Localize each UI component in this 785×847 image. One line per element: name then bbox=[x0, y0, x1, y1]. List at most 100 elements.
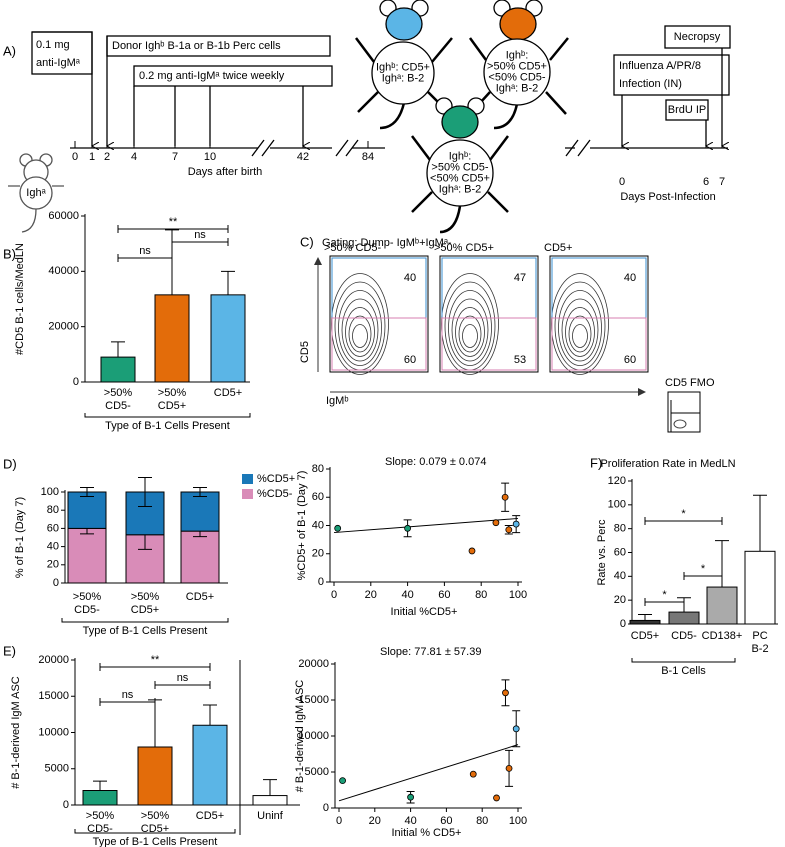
point bbox=[407, 793, 415, 801]
x-tick-label: 80 bbox=[476, 815, 488, 827]
contour bbox=[348, 315, 372, 353]
point bbox=[469, 770, 477, 778]
legend-label: %CD5- bbox=[257, 488, 293, 500]
day-label: 0 bbox=[619, 176, 625, 188]
bar bbox=[668, 611, 700, 625]
y-tick-label: 20000 bbox=[48, 321, 79, 333]
x-tick-label: >50% bbox=[86, 810, 115, 822]
significance-label: * bbox=[681, 508, 686, 520]
axis-title: Days after birth bbox=[188, 166, 263, 178]
sample-label: >50% CD5+ bbox=[434, 242, 494, 254]
mice bbox=[8, 0, 569, 234]
x-axis-title: Initial %CD5+ bbox=[391, 606, 458, 618]
mouse-orange bbox=[468, 0, 569, 130]
x-tick-label: B-2 bbox=[751, 643, 768, 655]
bar-segment bbox=[67, 527, 107, 584]
mouse-label: Ighᵃ bbox=[26, 187, 46, 199]
significance-bracket bbox=[117, 225, 229, 233]
x-axis-title: Type of B-1 Cells Present bbox=[105, 420, 230, 432]
x-tick-label: 100 bbox=[509, 589, 527, 601]
axis-title: Days Post-Infection bbox=[620, 191, 715, 203]
event-text: anti-IgMᵃ bbox=[36, 57, 81, 69]
bar bbox=[629, 619, 661, 625]
mouse-label: Ighᵇ: CD5+ bbox=[376, 61, 430, 73]
point bbox=[505, 526, 513, 534]
contour bbox=[458, 315, 482, 353]
y-tick-label: 40 bbox=[312, 519, 324, 531]
flow-plot bbox=[549, 255, 649, 373]
x-tick-label: >50% bbox=[158, 387, 187, 399]
bar-segment bbox=[67, 491, 107, 529]
gate-lower bbox=[441, 317, 537, 371]
point bbox=[334, 524, 342, 532]
contour bbox=[448, 290, 492, 366]
bar bbox=[706, 586, 738, 625]
event-text: Necropsy bbox=[674, 31, 721, 43]
event-box bbox=[133, 65, 333, 87]
panel-label: F) bbox=[590, 455, 602, 470]
y-tick-label: 40 bbox=[614, 570, 626, 582]
y-tick-label: 15000 bbox=[38, 690, 69, 702]
group-bracket bbox=[74, 829, 236, 834]
x-tick-label: CD5+ bbox=[186, 591, 214, 603]
contour bbox=[673, 419, 687, 429]
error-bar bbox=[80, 486, 94, 498]
x-tick-label: CD138+ bbox=[702, 630, 743, 642]
bar bbox=[210, 294, 246, 383]
day-label: 7 bbox=[172, 151, 178, 163]
contour bbox=[572, 324, 588, 348]
bar bbox=[252, 795, 288, 806]
x-tick-label: CD5+ bbox=[631, 630, 659, 642]
x-tick-label: 60 bbox=[438, 589, 450, 601]
x-axis-title: Initial % CD5+ bbox=[391, 827, 461, 839]
x-tick-label: CD5+ bbox=[141, 823, 169, 835]
bar bbox=[100, 356, 136, 383]
panel-label: C) bbox=[300, 234, 314, 249]
event-box bbox=[665, 99, 709, 121]
flow-panel: Gating: Dump- IgMᵇ+IgMᵃ- CD5 IgMᵇ CD5 FMO 40… bbox=[299, 237, 715, 433]
gate-value: 40 bbox=[404, 272, 416, 284]
significance-bracket bbox=[644, 517, 723, 525]
mouse-label: <50% CD5+ bbox=[430, 172, 490, 184]
group-bracket bbox=[84, 413, 251, 418]
sample-label: CD5+ bbox=[544, 242, 572, 254]
mouse-label: Ighᵇ: bbox=[506, 49, 529, 61]
significance-label: ** bbox=[151, 654, 160, 666]
y-tick-label: 15000 bbox=[298, 694, 329, 706]
y-tick-label: 0 bbox=[53, 577, 59, 589]
axis-break bbox=[251, 139, 359, 157]
point bbox=[512, 725, 520, 733]
y-tick-label: 5000 bbox=[45, 763, 69, 775]
mouse-label: <50% CD5- bbox=[488, 71, 546, 83]
contour bbox=[338, 290, 382, 366]
point bbox=[468, 547, 476, 555]
flow-title: Gating: Dump- IgMᵇ+IgMᵃ- bbox=[322, 237, 452, 249]
event-box bbox=[664, 25, 731, 49]
y-axis-title: % of B-1 (Day 7) bbox=[14, 497, 26, 578]
y-tick-label: 10000 bbox=[298, 730, 329, 742]
error-bar bbox=[148, 699, 162, 747]
event-text: BrdU IP bbox=[668, 104, 707, 116]
bar-segment bbox=[180, 530, 220, 584]
day-label: 0 bbox=[72, 151, 78, 163]
y-tick-label: 60000 bbox=[48, 210, 79, 222]
panel-labels: A) B) C) D) E) F) bbox=[3, 43, 602, 658]
error-bar bbox=[715, 540, 729, 588]
contour bbox=[451, 298, 489, 362]
event-text: Donor Ighᵇ B-1a or B-1b Perc cells bbox=[112, 40, 281, 52]
day-label: 84 bbox=[362, 151, 374, 163]
event-box bbox=[106, 35, 331, 57]
legend-swatch bbox=[242, 489, 253, 499]
significance-bracket bbox=[683, 572, 723, 580]
gate-value: 53 bbox=[514, 354, 526, 366]
bar bbox=[154, 294, 190, 383]
error-bar bbox=[138, 476, 152, 508]
y-tick-label: 0 bbox=[620, 618, 626, 630]
y-tick-label: 100 bbox=[41, 486, 59, 498]
contour bbox=[568, 315, 592, 353]
y-tick-label: 0 bbox=[318, 576, 324, 588]
significance-bracket bbox=[171, 238, 229, 246]
contour bbox=[341, 298, 379, 362]
y-tick-label: 20000 bbox=[38, 654, 69, 666]
panel-label: B) bbox=[3, 246, 16, 261]
